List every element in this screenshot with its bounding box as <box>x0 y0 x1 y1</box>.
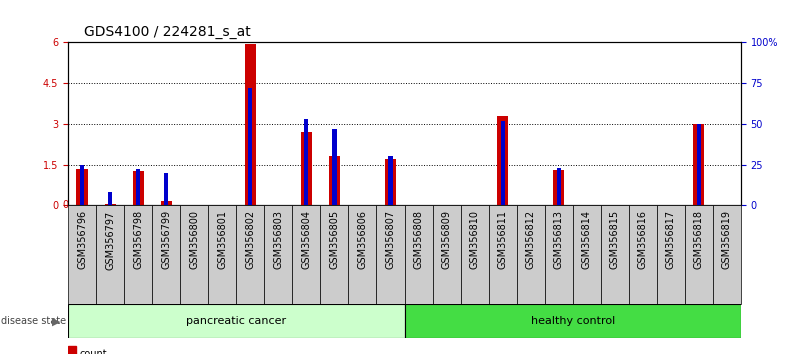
Text: GSM356800: GSM356800 <box>189 210 199 269</box>
Text: GSM356811: GSM356811 <box>497 210 508 269</box>
Bar <box>136 170 140 205</box>
Bar <box>68 205 96 304</box>
Text: GSM356809: GSM356809 <box>441 210 452 269</box>
Bar <box>497 116 509 205</box>
Bar <box>501 121 505 205</box>
Bar <box>685 205 713 304</box>
Bar <box>713 205 741 304</box>
Text: healthy control: healthy control <box>530 316 615 326</box>
Text: GSM356799: GSM356799 <box>161 210 171 269</box>
Bar <box>236 205 264 304</box>
Text: GSM356810: GSM356810 <box>469 210 480 269</box>
Text: GSM356817: GSM356817 <box>666 210 676 269</box>
Bar <box>164 173 168 205</box>
Bar <box>133 171 144 205</box>
Bar <box>697 124 701 205</box>
Text: GSM356797: GSM356797 <box>105 210 115 269</box>
Bar <box>329 156 340 205</box>
Bar <box>292 205 320 304</box>
Bar <box>245 44 256 205</box>
Bar <box>301 132 312 205</box>
Bar <box>573 205 601 304</box>
Bar <box>320 205 348 304</box>
Bar <box>433 205 461 304</box>
Bar <box>77 169 88 205</box>
Bar <box>405 205 433 304</box>
Bar <box>96 205 124 304</box>
Text: GSM356816: GSM356816 <box>638 210 648 269</box>
Text: 0: 0 <box>62 200 68 210</box>
Text: GSM356815: GSM356815 <box>610 210 620 269</box>
Text: GDS4100 / 224281_s_at: GDS4100 / 224281_s_at <box>84 25 251 39</box>
Text: GSM356802: GSM356802 <box>245 210 256 269</box>
Text: GSM356803: GSM356803 <box>273 210 284 269</box>
Bar <box>629 205 657 304</box>
Bar <box>248 88 252 205</box>
Bar <box>124 205 152 304</box>
Text: disease state: disease state <box>1 316 66 326</box>
Bar <box>304 119 308 205</box>
Bar <box>553 170 564 205</box>
Bar <box>348 205 376 304</box>
Text: count: count <box>80 348 107 354</box>
Text: GSM356801: GSM356801 <box>217 210 227 269</box>
Bar <box>557 168 561 205</box>
Bar <box>545 205 573 304</box>
Bar <box>657 205 685 304</box>
Text: GSM356796: GSM356796 <box>77 210 87 269</box>
Text: GSM356813: GSM356813 <box>553 210 564 269</box>
Text: GSM356805: GSM356805 <box>329 210 340 269</box>
Bar <box>80 165 84 205</box>
Bar <box>489 205 517 304</box>
Bar <box>104 204 116 205</box>
Text: pancreatic cancer: pancreatic cancer <box>186 316 287 326</box>
Text: GSM356819: GSM356819 <box>722 210 732 269</box>
Bar <box>376 205 405 304</box>
Text: GSM356818: GSM356818 <box>694 210 704 269</box>
Bar <box>388 156 392 205</box>
Text: GSM356814: GSM356814 <box>582 210 592 269</box>
Bar <box>68 346 77 354</box>
Bar <box>152 205 180 304</box>
Bar <box>160 201 172 205</box>
Bar <box>332 129 336 205</box>
Text: ▶: ▶ <box>51 316 60 326</box>
Bar <box>601 205 629 304</box>
Bar <box>108 192 112 205</box>
Bar <box>693 124 705 205</box>
Text: GSM356804: GSM356804 <box>301 210 312 269</box>
Text: GSM356808: GSM356808 <box>413 210 424 269</box>
Bar <box>517 205 545 304</box>
Text: GSM356806: GSM356806 <box>357 210 368 269</box>
Bar <box>405 304 741 338</box>
Bar <box>68 304 405 338</box>
Bar <box>208 205 236 304</box>
Bar <box>385 159 396 205</box>
Bar <box>180 205 208 304</box>
Text: GSM356807: GSM356807 <box>385 210 396 269</box>
Text: GSM356798: GSM356798 <box>133 210 143 269</box>
Bar <box>461 205 489 304</box>
Text: GSM356812: GSM356812 <box>525 210 536 269</box>
Bar <box>264 205 292 304</box>
